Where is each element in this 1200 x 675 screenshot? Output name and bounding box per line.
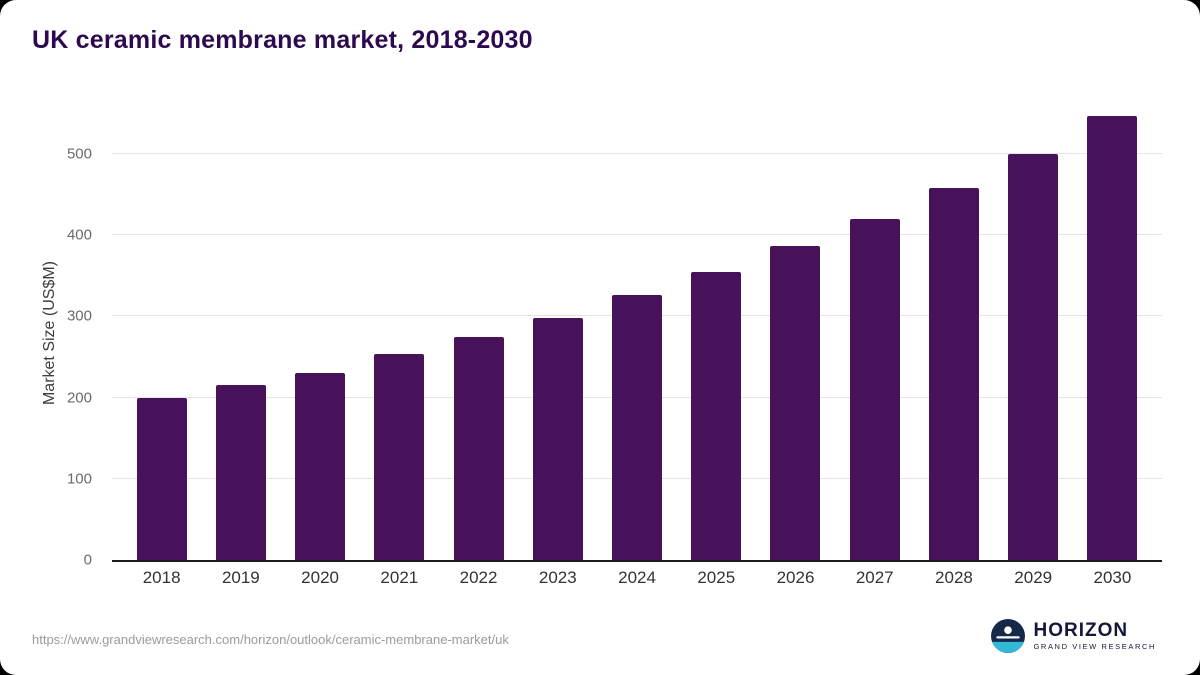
x-axis-labels: 2018 2019 2020 2021 2022 2023 2024 2025 2026 2027… bbox=[112, 568, 1162, 588]
bar bbox=[928, 187, 979, 560]
bar-slot bbox=[994, 105, 1073, 560]
bar-slot bbox=[122, 105, 201, 560]
x-tick-label: 2023 bbox=[538, 568, 577, 587]
x-tick-label: 2018 bbox=[142, 568, 181, 587]
bar-slot bbox=[1073, 105, 1152, 560]
bar bbox=[770, 245, 821, 560]
gridline bbox=[112, 234, 1162, 235]
bar bbox=[691, 271, 742, 560]
x-tick-label: 2027 bbox=[855, 568, 894, 587]
bar bbox=[374, 354, 425, 560]
bar bbox=[295, 373, 346, 560]
bar-slot bbox=[360, 105, 439, 560]
y-axis-label: Market Size (US$M) bbox=[41, 260, 58, 405]
bar-slot bbox=[518, 105, 597, 560]
bar bbox=[1087, 116, 1138, 560]
logo-subtitle: GRAND VIEW RESEARCH bbox=[1033, 642, 1156, 652]
bar bbox=[453, 337, 504, 560]
bar bbox=[1008, 153, 1059, 560]
y-tick-label: 500 bbox=[66, 145, 92, 163]
bar-slot bbox=[597, 105, 676, 560]
y-axis-ticks: 0 100 200 300 400 500 bbox=[52, 105, 102, 568]
bar-slot bbox=[439, 105, 518, 560]
y-tick-label: 0 bbox=[83, 551, 92, 569]
y-tick-label: 100 bbox=[66, 470, 92, 488]
x-tick-label: 2028 bbox=[935, 568, 973, 587]
y-tick-label: 400 bbox=[66, 226, 92, 244]
gridline bbox=[112, 152, 1162, 154]
x-tick-label: 2021 bbox=[380, 568, 419, 587]
x-tick-label: 2024 bbox=[618, 568, 656, 587]
source-url[interactable]: https://www.grandviewresearch.com/horizo… bbox=[32, 632, 509, 647]
bar bbox=[136, 397, 187, 560]
logo-brand: HORIZON bbox=[1033, 620, 1129, 642]
horizon-logo: HORIZON GRAND VIEW RESEARCH bbox=[990, 619, 1157, 653]
x-tick-label: 2020 bbox=[301, 568, 339, 587]
bar-slot bbox=[280, 105, 359, 560]
bar-slot bbox=[677, 105, 756, 560]
bar bbox=[215, 385, 266, 560]
bar-slot bbox=[201, 105, 280, 560]
bar-slot bbox=[835, 105, 914, 560]
page-title: UK ceramic membrane market, 2018-2030 bbox=[32, 26, 533, 54]
y-tick-label: 300 bbox=[66, 307, 92, 325]
x-tick-label: 2030 bbox=[1093, 568, 1132, 587]
x-tick-label: 2025 bbox=[697, 568, 736, 587]
x-tick-label: 2029 bbox=[1014, 568, 1053, 587]
y-tick-label: 200 bbox=[66, 389, 92, 406]
bar bbox=[612, 295, 663, 560]
plot-area: Market Size (US$M) bbox=[41, 105, 1162, 562]
logo-text: HORIZON GRAND VIEW RESEARCH bbox=[1034, 621, 1157, 651]
x-tick-label: 2019 bbox=[221, 568, 260, 587]
bar bbox=[532, 317, 583, 560]
bar-slot bbox=[756, 105, 835, 560]
bars-container bbox=[112, 105, 1162, 560]
x-tick-label: 2022 bbox=[459, 568, 498, 587]
x-tick-label: 2026 bbox=[776, 568, 815, 587]
horizon-logo-icon bbox=[990, 619, 1025, 653]
bar bbox=[849, 218, 900, 560]
bar-slot bbox=[914, 105, 993, 560]
